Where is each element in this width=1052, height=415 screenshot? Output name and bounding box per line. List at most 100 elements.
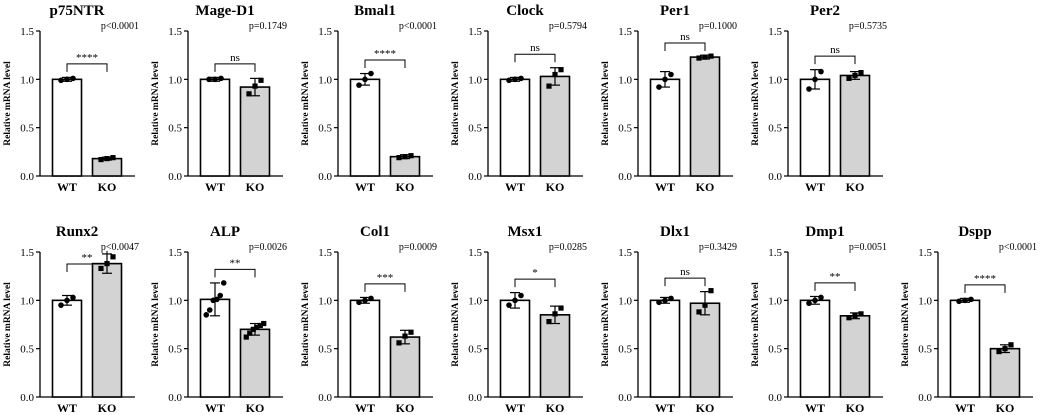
y-axis-label: Relative mRNA level bbox=[451, 61, 461, 146]
chart-panel-ALP: ALP Relative mRNA level 0.0 0.5 1.0 1.5 WT KO **… bbox=[151, 224, 287, 415]
data-point bbox=[962, 297, 968, 304]
y-axis-label: Relative mRNA level bbox=[451, 282, 461, 367]
p-value: p<0.0047 bbox=[101, 242, 139, 253]
chart-title: Msx1 bbox=[508, 224, 543, 240]
x-category-label: KO bbox=[246, 401, 265, 415]
data-point bbox=[852, 313, 858, 319]
significance-bracket bbox=[964, 284, 1006, 293]
data-point bbox=[402, 333, 408, 339]
data-point bbox=[64, 76, 70, 83]
chart-panel-Col1: Col1 Relative mRNA level 0.0 0.5 1.0 1.5 WT KO *… bbox=[301, 224, 437, 415]
data-point bbox=[368, 70, 374, 77]
p-value: p=0.0285 bbox=[549, 242, 587, 253]
data-point bbox=[858, 311, 864, 317]
y-axis-label: Relative mRNA level bbox=[301, 61, 311, 146]
chart-title: Dspp bbox=[958, 224, 991, 240]
data-point bbox=[356, 82, 362, 88]
x-category-label: WT bbox=[505, 180, 525, 194]
chart-title: Mage-D1 bbox=[195, 3, 254, 19]
data-point bbox=[243, 334, 249, 340]
data-point bbox=[408, 153, 414, 159]
bar-KO bbox=[91, 157, 123, 177]
y-tick-label: 1.5 bbox=[468, 26, 482, 38]
significance-label: ns bbox=[830, 44, 840, 56]
bar-WT bbox=[51, 78, 83, 177]
data-point bbox=[552, 71, 558, 78]
significance-bracket bbox=[364, 59, 406, 68]
bar-WT bbox=[799, 78, 831, 177]
chart-panel-Dmp1: Dmp1 Relative mRNA level 0.0 0.5 1.0 1.5 WT KO *… bbox=[751, 224, 887, 415]
data-point bbox=[518, 292, 524, 299]
data-point bbox=[261, 320, 267, 327]
y-axis-label: Relative mRNA level bbox=[751, 282, 761, 367]
chart-panel-Runx2: Runx2 Relative mRNA level 0.0 0.5 1.0 1.5 WT KO… bbox=[3, 224, 139, 415]
x-category-label: WT bbox=[955, 401, 975, 415]
chart-title: Dmp1 bbox=[805, 224, 844, 240]
y-tick-label: 1.0 bbox=[768, 295, 782, 307]
chart-title: Per1 bbox=[660, 3, 690, 19]
data-point bbox=[806, 86, 812, 92]
data-point bbox=[546, 319, 552, 325]
x-category-label: KO bbox=[98, 180, 117, 194]
p-value: p=0.1000 bbox=[699, 21, 737, 32]
y-tick-label: 1.0 bbox=[20, 295, 34, 307]
data-point bbox=[818, 68, 824, 75]
data-point bbox=[254, 324, 260, 330]
bar-WT bbox=[349, 299, 381, 398]
chart-title: p75NTR bbox=[49, 3, 104, 19]
y-tick-label: 1.0 bbox=[468, 295, 482, 307]
chart-panel-Bmal1: Bmal1 Relative mRNA level 0.0 0.5 1.0 1.5 WT KO… bbox=[301, 3, 437, 194]
y-tick-label: 0.0 bbox=[168, 171, 182, 183]
y-tick-label: 1.0 bbox=[468, 74, 482, 86]
data-point bbox=[968, 296, 974, 303]
x-category-label: KO bbox=[846, 401, 865, 415]
bar-KO bbox=[539, 314, 571, 398]
x-category-label: WT bbox=[57, 401, 77, 415]
chart-title: Col1 bbox=[360, 224, 390, 240]
significance-bracket bbox=[214, 268, 256, 278]
data-point bbox=[512, 297, 518, 304]
x-category-label: KO bbox=[546, 401, 565, 415]
chart-title: Per2 bbox=[810, 3, 840, 19]
data-point bbox=[257, 322, 263, 329]
significance-label: * bbox=[532, 267, 538, 279]
data-point bbox=[656, 84, 662, 90]
data-point bbox=[258, 77, 264, 83]
data-point bbox=[996, 348, 1002, 355]
significance-label: ns bbox=[230, 52, 240, 64]
data-point bbox=[70, 294, 76, 301]
data-point bbox=[668, 295, 674, 302]
data-point bbox=[696, 309, 702, 315]
x-category-label: WT bbox=[655, 180, 675, 194]
bar-KO bbox=[389, 155, 421, 177]
bar-KO bbox=[839, 314, 871, 398]
significance-bracket bbox=[66, 63, 108, 72]
significance-label: *** bbox=[377, 272, 394, 284]
y-axis-label: Relative mRNA level bbox=[151, 61, 161, 146]
y-tick-label: 0.0 bbox=[20, 392, 34, 404]
data-point bbox=[58, 77, 64, 84]
y-tick-label: 0.0 bbox=[468, 171, 482, 183]
chart-title: Bmal1 bbox=[354, 3, 396, 19]
y-tick-label: 1.5 bbox=[318, 26, 332, 38]
y-axis-label: Relative mRNA level bbox=[3, 61, 13, 146]
x-category-label: KO bbox=[396, 401, 415, 415]
data-point bbox=[1008, 342, 1014, 348]
y-tick-label: 0.0 bbox=[318, 392, 332, 404]
bar-KO bbox=[689, 302, 721, 398]
y-tick-label: 0.0 bbox=[768, 171, 782, 183]
bar-WT bbox=[799, 299, 831, 398]
data-point bbox=[362, 76, 368, 83]
data-point bbox=[64, 297, 70, 304]
y-tick-label: 1.0 bbox=[618, 295, 632, 307]
chart-title: ALP bbox=[210, 224, 240, 240]
chart-panel-Mage-D1: Mage-D1 Relative mRNA level 0.0 0.5 1.0 1.5 WT… bbox=[151, 3, 287, 194]
y-tick-label: 1.0 bbox=[168, 74, 182, 86]
y-axis-label: Relative mRNA level bbox=[151, 282, 161, 367]
x-category-label: KO bbox=[696, 180, 715, 194]
data-point bbox=[702, 54, 708, 60]
data-point bbox=[396, 155, 402, 161]
data-point bbox=[110, 254, 116, 260]
data-point bbox=[250, 326, 256, 332]
bar-WT bbox=[499, 299, 531, 398]
